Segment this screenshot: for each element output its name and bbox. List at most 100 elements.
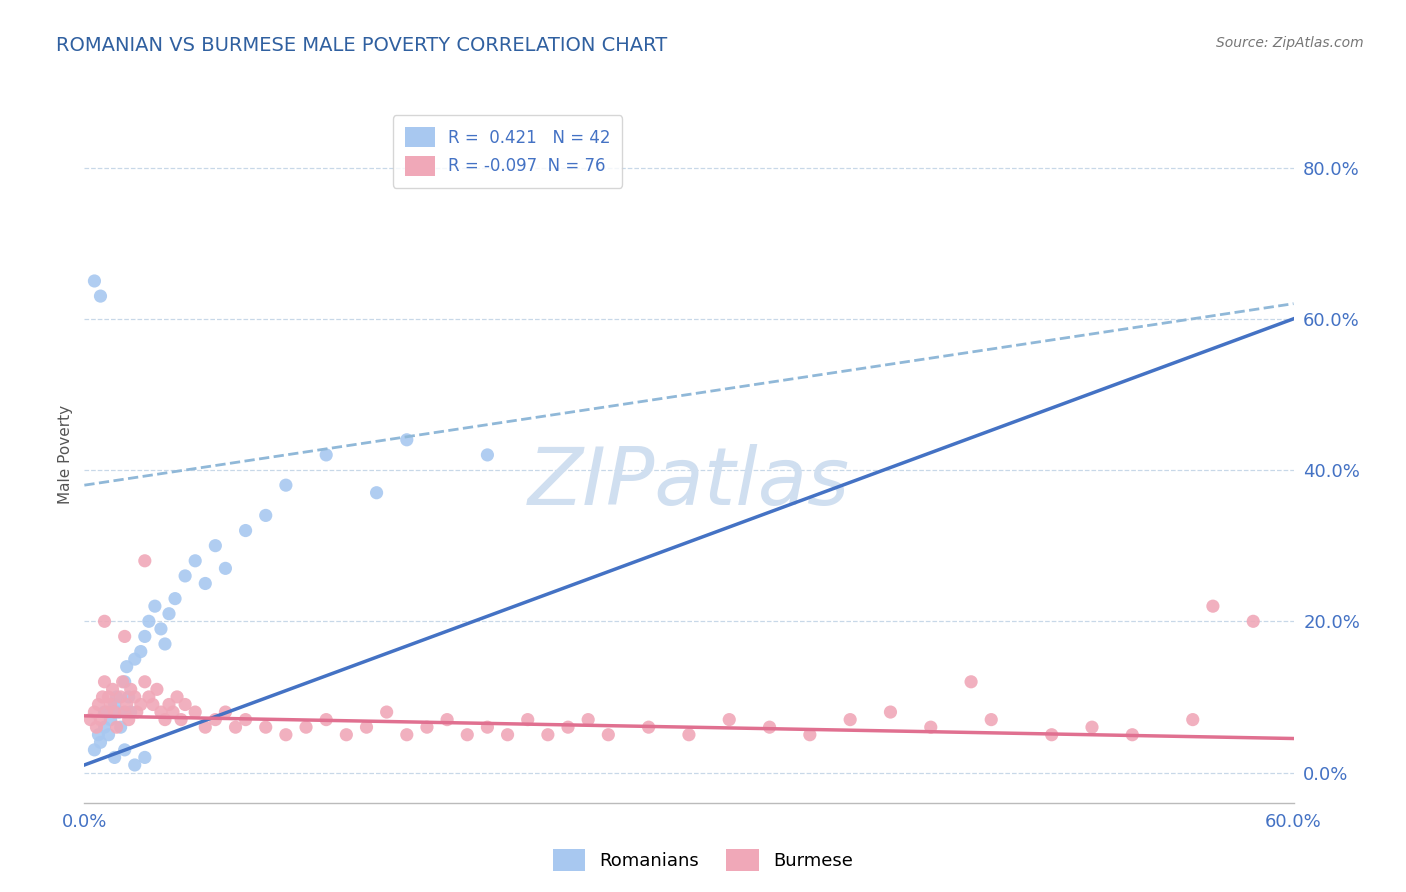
Point <box>225 720 247 734</box>
Point <box>598 728 620 742</box>
Point <box>960 674 983 689</box>
Point <box>1081 720 1104 734</box>
Point <box>366 485 388 500</box>
Text: ZIPatlas: ZIPatlas <box>527 443 851 522</box>
Point <box>110 720 132 734</box>
Legend: R =  0.421   N = 42, R = -0.097  N = 76: R = 0.421 N = 42, R = -0.097 N = 76 <box>394 115 621 187</box>
Point <box>254 508 277 523</box>
Point <box>134 750 156 764</box>
Point <box>149 705 172 719</box>
Point <box>93 615 115 629</box>
Point <box>124 758 146 772</box>
Point <box>758 720 780 734</box>
Point <box>295 720 318 734</box>
Point <box>1181 713 1204 727</box>
Point <box>87 728 110 742</box>
Point <box>79 713 101 727</box>
Point <box>101 682 124 697</box>
Point <box>204 539 226 553</box>
Point <box>107 705 129 719</box>
Point <box>142 698 165 712</box>
Point <box>105 690 128 704</box>
Point <box>557 720 579 734</box>
Point <box>91 690 114 704</box>
Point <box>204 713 226 727</box>
Point <box>879 705 901 719</box>
Point <box>120 705 142 719</box>
Point <box>235 713 257 727</box>
Point <box>83 705 105 719</box>
Point <box>153 637 176 651</box>
Point <box>170 713 193 727</box>
Point <box>118 713 141 727</box>
Point <box>162 705 184 719</box>
Point <box>477 720 499 734</box>
Point <box>235 524 257 538</box>
Point <box>97 728 120 742</box>
Point <box>104 750 127 764</box>
Point <box>143 599 166 614</box>
Point <box>89 735 111 749</box>
Point <box>104 705 127 719</box>
Point <box>174 569 197 583</box>
Point <box>315 713 337 727</box>
Point <box>174 698 197 712</box>
Point <box>718 713 741 727</box>
Point <box>920 720 942 734</box>
Point <box>153 713 176 727</box>
Point <box>157 607 180 621</box>
Point <box>114 705 136 719</box>
Point <box>110 690 132 704</box>
Point <box>456 728 478 742</box>
Point <box>111 674 134 689</box>
Point <box>516 713 538 727</box>
Point <box>395 728 418 742</box>
Point <box>96 705 118 719</box>
Point <box>138 615 160 629</box>
Point <box>86 720 108 734</box>
Point <box>100 698 122 712</box>
Point <box>416 720 439 734</box>
Point <box>105 720 128 734</box>
Point <box>477 448 499 462</box>
Point <box>980 713 1002 727</box>
Point <box>134 674 156 689</box>
Point <box>375 705 398 719</box>
Point <box>93 720 115 734</box>
Point <box>356 720 378 734</box>
Point <box>799 728 821 742</box>
Point <box>100 713 122 727</box>
Point <box>120 682 142 697</box>
Point <box>214 561 236 575</box>
Point <box>118 690 141 704</box>
Point <box>157 698 180 712</box>
Point <box>89 713 111 727</box>
Point <box>839 713 862 727</box>
Point <box>83 274 105 288</box>
Point <box>134 629 156 643</box>
Point <box>114 743 136 757</box>
Point <box>254 720 277 734</box>
Point <box>395 433 418 447</box>
Point <box>134 554 156 568</box>
Point <box>1202 599 1225 614</box>
Point <box>194 576 217 591</box>
Point <box>274 728 297 742</box>
Point <box>124 652 146 666</box>
Point <box>436 713 458 727</box>
Point <box>184 705 207 719</box>
Point <box>115 659 138 673</box>
Point <box>1121 728 1143 742</box>
Point <box>678 728 700 742</box>
Point <box>138 690 160 704</box>
Point <box>146 682 169 697</box>
Point <box>125 705 148 719</box>
Point <box>1241 615 1264 629</box>
Y-axis label: Male Poverty: Male Poverty <box>58 405 73 505</box>
Point <box>274 478 297 492</box>
Point <box>537 728 560 742</box>
Point <box>104 698 127 712</box>
Point <box>166 690 188 704</box>
Point <box>87 698 110 712</box>
Point <box>496 728 519 742</box>
